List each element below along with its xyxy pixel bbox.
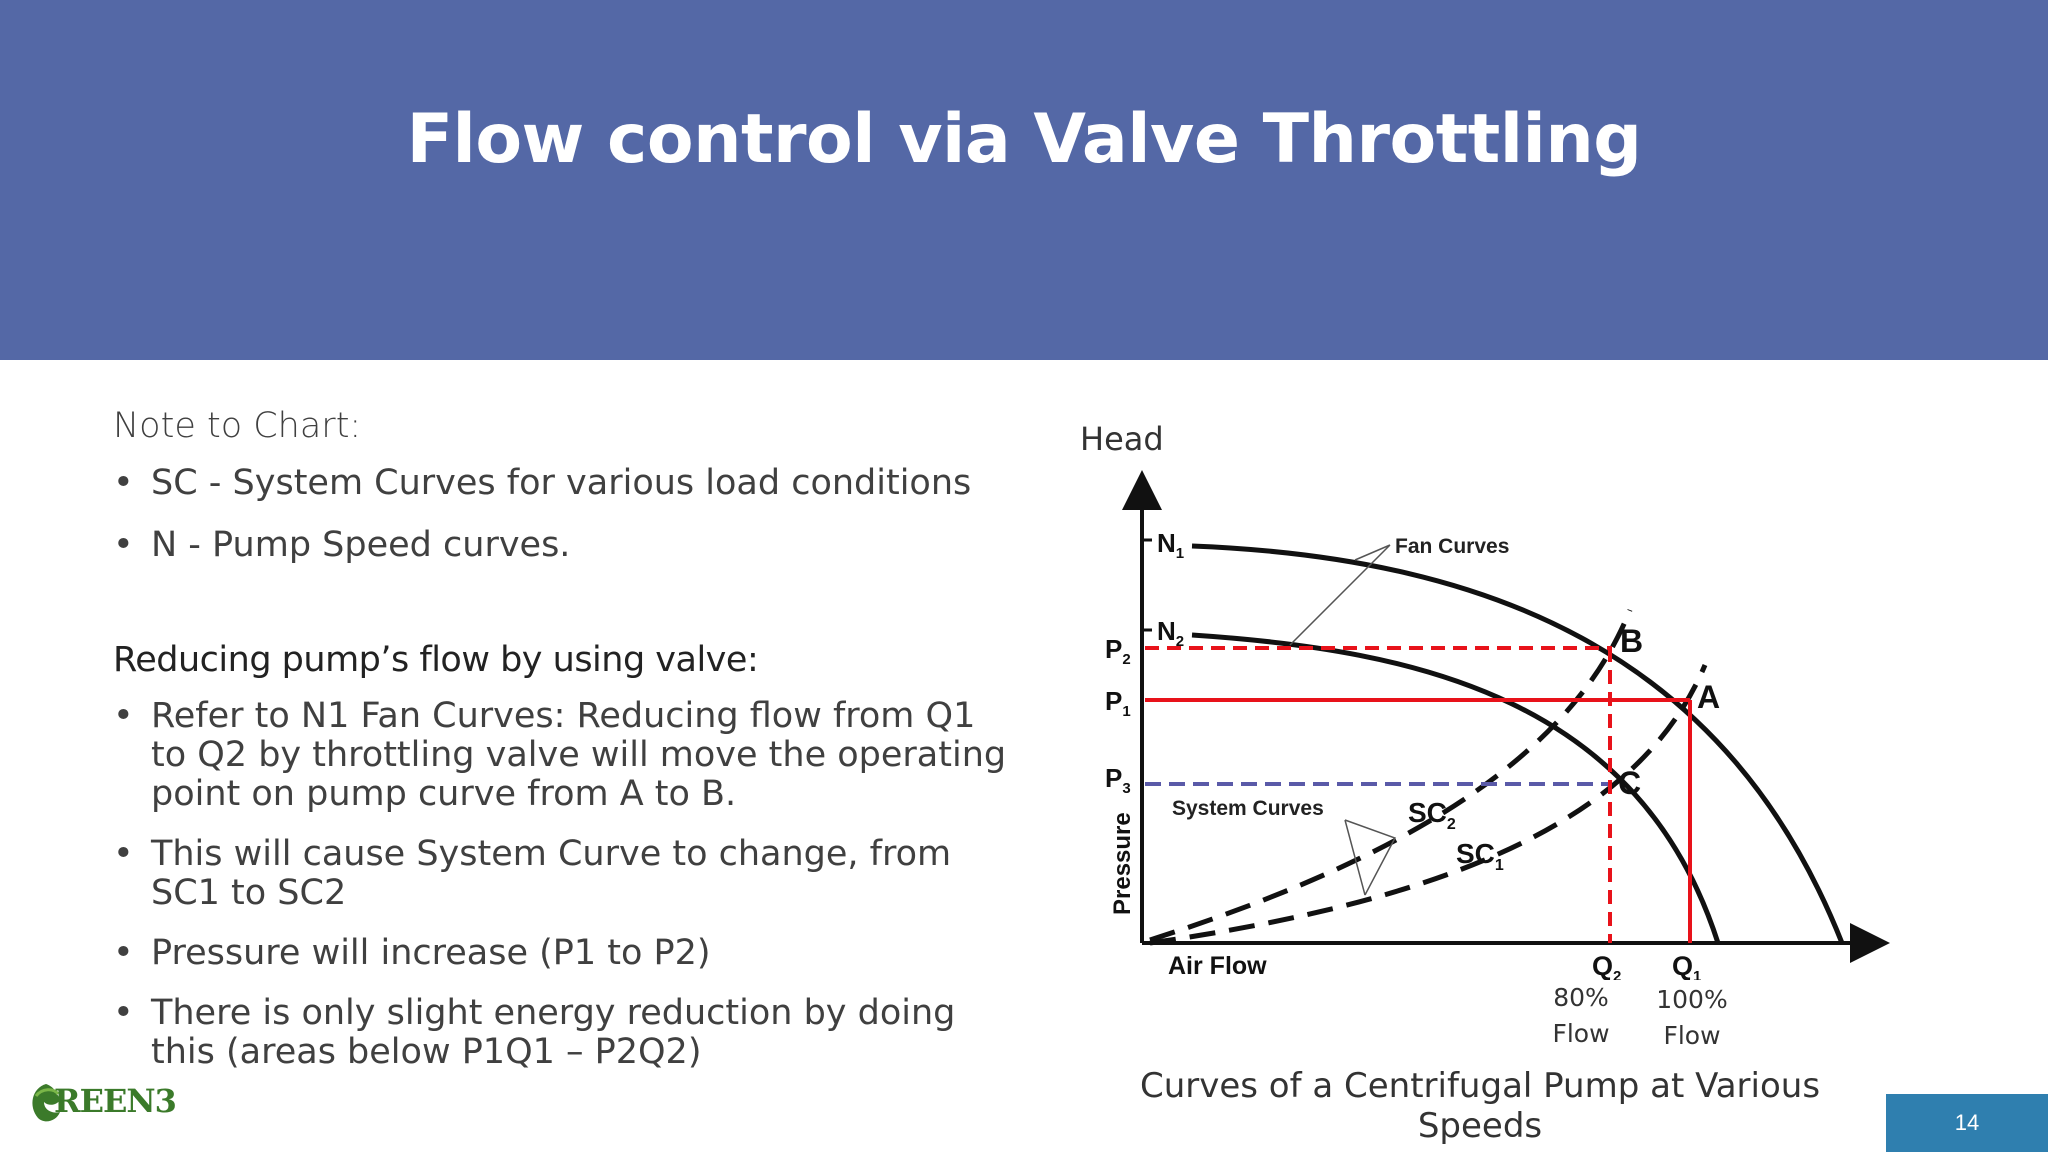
point-a-label: A xyxy=(1697,679,1720,715)
notes-item: SC - System Curves for various load cond… xyxy=(113,464,1013,504)
sc1-curve xyxy=(1149,664,1708,946)
valve-heading: Reducing pump’s flow by using valve: xyxy=(113,639,1013,681)
valve-heading-text: Reducing pump’s flow by using valve xyxy=(113,640,747,680)
valve-list: Refer to N1 Fan Curves: Reducing flow fr… xyxy=(113,697,1013,1072)
head-label: Head xyxy=(1080,420,1164,458)
notes-heading: Note to Chart: xyxy=(113,406,362,446)
q2-pct: 80% xyxy=(1553,983,1609,1012)
page-number: 14 xyxy=(1886,1094,2048,1152)
text-panel: Note to Chart: SC - System Curves for va… xyxy=(113,400,1013,1093)
n1-curve xyxy=(1191,543,1845,944)
sc2-label: SC2 xyxy=(1408,797,1456,833)
x-axis-label: Air Flow xyxy=(1168,952,1267,980)
sc2-curve xyxy=(1149,609,1633,943)
p3-label: P3 xyxy=(1105,763,1131,797)
valve-item: There is only slight energy reduction by… xyxy=(113,994,1013,1072)
q1-flow: Flow xyxy=(1663,1021,1721,1050)
q1-pct: 100% xyxy=(1656,985,1728,1014)
fan-curves-leader xyxy=(1289,544,1391,646)
valve-item: Pressure will increase (P1 to P2) xyxy=(113,934,1013,974)
fan-curves-label: Fan Curves xyxy=(1395,535,1509,558)
slide-title: Flow control via Valve Throttling xyxy=(406,100,1642,179)
n2-curve xyxy=(1191,632,1721,944)
system-curves-leader xyxy=(1344,819,1397,896)
n2-label: N2 xyxy=(1157,616,1184,650)
q2-label: Q2 xyxy=(1592,951,1621,980)
notes-list: SC - System Curves for various load cond… xyxy=(113,464,1013,566)
q2-flow: Flow xyxy=(1552,1019,1610,1048)
title-banner xyxy=(0,0,2048,360)
sc1-label: SC1 xyxy=(1456,838,1504,874)
system-curves-label: System Curves xyxy=(1172,797,1324,820)
valve-item: Refer to N1 Fan Curves: Reducing flow fr… xyxy=(113,697,1013,814)
pump-curves-diagram: N1 N2 P2 P1 P3 Pressure Air Flow Fan Cur… xyxy=(1105,470,1890,980)
valve-heading-suffix: : xyxy=(746,640,759,680)
point-b-label: B xyxy=(1620,623,1643,659)
valve-item: This will cause System Curve to change, … xyxy=(113,835,1013,913)
q2-percent-label: 80% Flow xyxy=(1548,980,1614,1052)
p1-label: P1 xyxy=(1105,686,1131,720)
y-axis-label: Pressure xyxy=(1109,812,1136,915)
notes-item: N - Pump Speed curves. xyxy=(113,526,1013,566)
green3-logo: REEN3 xyxy=(26,1078,177,1130)
p2-label: P2 xyxy=(1105,634,1131,668)
q1-percent-label: 100% Flow xyxy=(1652,982,1732,1054)
diagram-caption: Curves of a Centrifugal Pump at Various … xyxy=(1139,1066,1821,1146)
logo-text: REEN3 xyxy=(54,1082,177,1120)
green3-leaf-icon xyxy=(32,1084,60,1122)
n1-label: N1 xyxy=(1157,528,1184,562)
point-c-label: C xyxy=(1618,765,1641,801)
q1-label: Q1 xyxy=(1672,951,1701,980)
